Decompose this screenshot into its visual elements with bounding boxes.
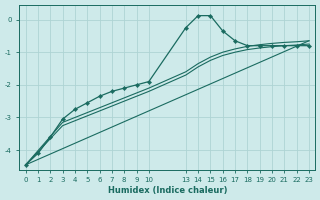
X-axis label: Humidex (Indice chaleur): Humidex (Indice chaleur) bbox=[108, 186, 227, 195]
